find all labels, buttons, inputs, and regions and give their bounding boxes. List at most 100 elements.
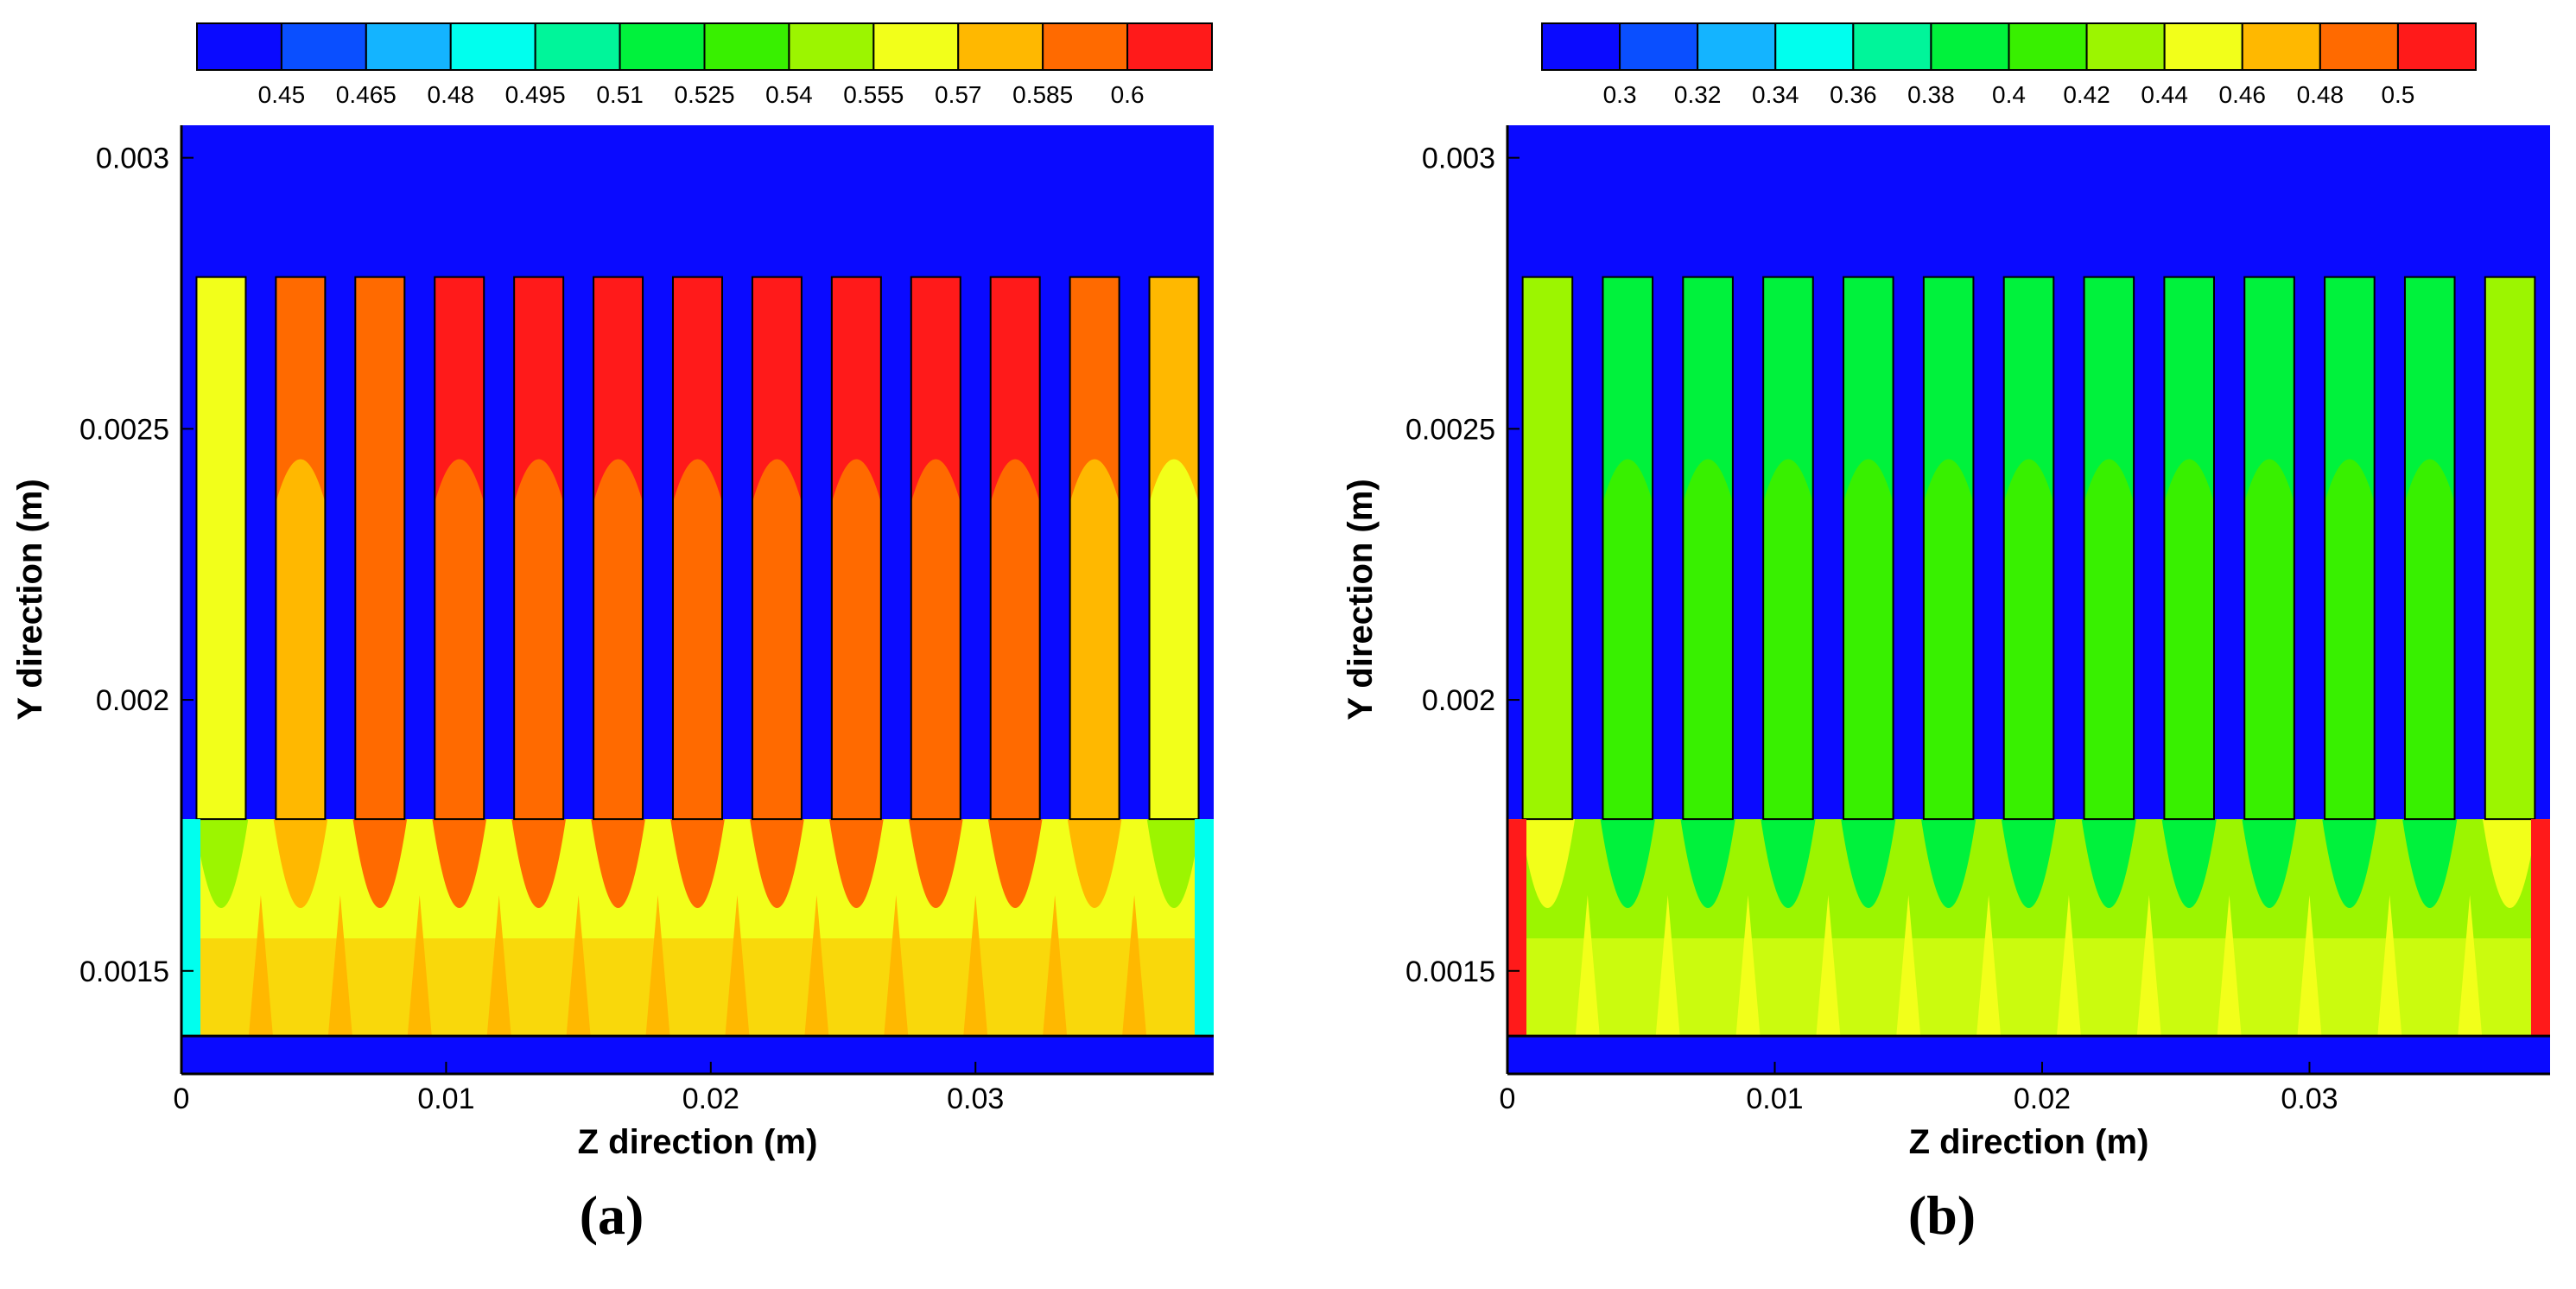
channel-plume bbox=[2484, 459, 2535, 820]
y-tick-label: 0.0015 bbox=[1405, 956, 1495, 988]
channel-plume bbox=[1602, 459, 1653, 820]
axes: 0 0.01 0.02 0.03 0.0015 0.002 0.0025 0.003 Z dir… bbox=[1342, 125, 2550, 1161]
colorbar-label: 0.525 bbox=[674, 81, 734, 108]
colorbar-swatch bbox=[1541, 22, 1621, 71]
x-tick-label: 0.02 bbox=[2014, 1083, 2071, 1115]
channel-outline bbox=[672, 276, 723, 821]
channel-plume bbox=[2003, 459, 2054, 820]
colorbar-swatch bbox=[196, 22, 282, 71]
channel-plume bbox=[990, 459, 1040, 820]
y-axis-title: Y direction (m) bbox=[1342, 479, 1380, 720]
channel-plume bbox=[752, 459, 802, 820]
rib-spike bbox=[566, 894, 591, 1037]
channel-plume bbox=[196, 459, 246, 820]
porous-plume bbox=[2081, 819, 2137, 909]
porous-plume bbox=[1067, 819, 1122, 909]
flow-channel bbox=[1920, 276, 1976, 909]
colorbar-label: 0.465 bbox=[336, 81, 397, 108]
channel-outline bbox=[1682, 276, 1734, 821]
flow-channel bbox=[987, 276, 1043, 909]
colorbar: 0.3 0.32 0.34 0.36 0.38 0.4 0.42 0.44 0.46 0.48 0.… bbox=[1541, 22, 2478, 108]
rib-spike bbox=[2217, 894, 2242, 1037]
panel-a: 0.45 0.465 0.48 0.495 0.51 0.525 0.54 0.555 0.57… bbox=[11, 22, 1214, 1246]
colorbar-swatch bbox=[1697, 22, 1777, 71]
y-tick-label: 0.0025 bbox=[1405, 413, 1495, 446]
colorbar-swatch bbox=[703, 22, 790, 71]
colorbar-label: 0.36 bbox=[1830, 81, 1877, 108]
colorbar-label: 0.44 bbox=[2141, 81, 2188, 108]
channel-outline bbox=[2083, 276, 2135, 821]
rib-spike bbox=[2136, 894, 2161, 1037]
channel-outline bbox=[2484, 276, 2536, 821]
channel-outline bbox=[830, 276, 882, 821]
y-tick-label: 0.003 bbox=[1422, 143, 1495, 175]
porous-plume bbox=[511, 819, 566, 909]
porous-plume bbox=[829, 819, 884, 909]
porous-plume bbox=[432, 819, 487, 909]
colorbar-label: 0.32 bbox=[1674, 81, 1722, 108]
porous-plume bbox=[1920, 819, 1976, 909]
porous-bottom-band bbox=[181, 938, 1214, 1037]
colorbar: 0.45 0.465 0.48 0.495 0.51 0.525 0.54 0.555 0.57… bbox=[196, 22, 1214, 108]
channel-plume bbox=[1683, 459, 1733, 820]
porous-plume bbox=[2161, 819, 2217, 909]
colorbar-label: 0.45 bbox=[258, 81, 306, 108]
channel-outline bbox=[513, 276, 565, 821]
edge-band-left bbox=[1507, 819, 1526, 1037]
channel-plume bbox=[2244, 459, 2294, 820]
flow-channel bbox=[1520, 276, 1576, 909]
colorbar-label: 0.46 bbox=[2219, 81, 2267, 108]
channel-plume bbox=[910, 459, 961, 820]
flow-channel bbox=[2001, 276, 2057, 909]
colorbar-swatch bbox=[2008, 22, 2088, 71]
channel-plume bbox=[673, 459, 722, 820]
rib-spike bbox=[804, 894, 829, 1037]
x-tick-label: 0.03 bbox=[947, 1083, 1004, 1115]
channel-outline bbox=[2243, 276, 2295, 821]
flow-channel bbox=[273, 276, 328, 909]
porous-plume bbox=[352, 819, 408, 909]
colorbar-swatch bbox=[2319, 22, 2399, 71]
channel-outline bbox=[2163, 276, 2215, 821]
colorbar-swatch bbox=[449, 22, 536, 71]
rib-spike bbox=[963, 894, 988, 1037]
y-tick-label: 0.0015 bbox=[79, 956, 169, 988]
x-tick-label: 0.02 bbox=[682, 1083, 739, 1115]
x-tick-label: 0 bbox=[1500, 1083, 1516, 1115]
colorbar-swatch bbox=[2241, 22, 2321, 71]
y-tick-label: 0.0025 bbox=[79, 413, 169, 446]
porous-plume bbox=[194, 819, 249, 909]
colorbar-label: 0.48 bbox=[2297, 81, 2344, 108]
channel-outline bbox=[2324, 276, 2376, 821]
colorbar-swatch bbox=[365, 22, 452, 71]
y-tick-label: 0.002 bbox=[96, 684, 169, 717]
colorbar-swatch bbox=[534, 22, 621, 71]
x-axis-title: Z direction (m) bbox=[1909, 1123, 2149, 1161]
rib-spike bbox=[725, 894, 750, 1037]
channel-plume bbox=[2404, 459, 2455, 820]
porous-plume bbox=[987, 819, 1043, 909]
rib-spike bbox=[486, 894, 511, 1037]
colorbar-swatch bbox=[1930, 22, 2010, 71]
channel-outline bbox=[989, 276, 1041, 821]
channel-outline bbox=[1069, 276, 1120, 821]
channel-outline bbox=[1148, 276, 1200, 821]
channel-outline bbox=[434, 276, 485, 821]
flow-channel bbox=[829, 276, 884, 909]
rib-spike bbox=[1575, 894, 1600, 1037]
flow-channel bbox=[670, 276, 725, 909]
panel-label: (b) bbox=[1908, 1184, 1976, 1246]
porous-plume bbox=[1146, 819, 1202, 909]
channel-plume bbox=[1843, 459, 1894, 820]
colorbar-label: 0.3 bbox=[1603, 81, 1637, 108]
channel-plume bbox=[831, 459, 881, 820]
colorbar-label: 0.555 bbox=[843, 81, 904, 108]
edge-band-right bbox=[2531, 819, 2550, 1037]
flow-channel bbox=[908, 276, 963, 909]
bottom-rib bbox=[181, 1036, 1214, 1074]
panel-label: (a) bbox=[580, 1184, 644, 1246]
porous-plume bbox=[1761, 819, 1816, 909]
channel-outline bbox=[1843, 276, 1894, 821]
colorbar-label: 0.34 bbox=[1752, 81, 1799, 108]
